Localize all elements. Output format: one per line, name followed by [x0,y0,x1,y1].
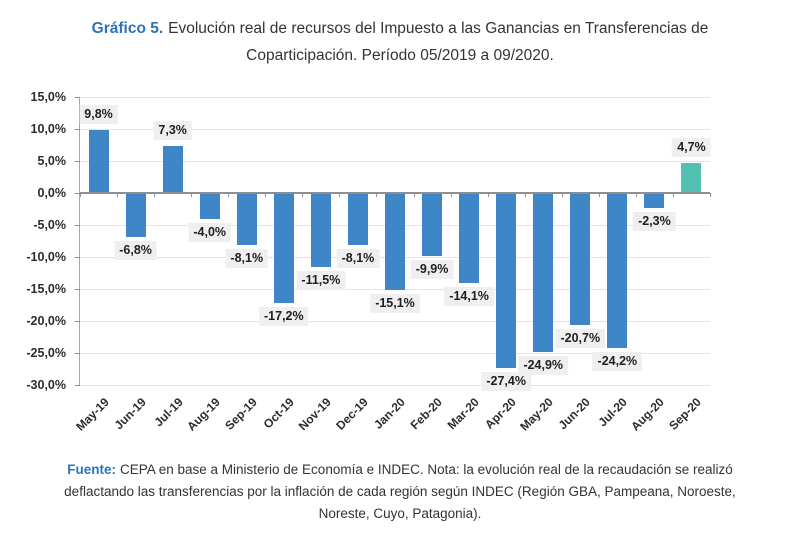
bar-value-label: -15,1% [370,293,420,313]
gridline [80,384,710,386]
bar-value-label: 7,3% [153,121,192,141]
bar-value-label: -11,5% [296,270,346,290]
bar-May-20 [533,193,554,353]
bar-Jul-20 [607,193,628,348]
x-axis-tick [339,193,341,197]
chart-title-line1: Gráfico 5. Evolución real de recursos del… [0,15,800,42]
gridline [80,96,710,98]
gridline [80,160,710,162]
bar-value-label: -8,1% [336,248,380,268]
y-axis-tick-label: -30,0% [26,378,66,392]
bar-value-label: -24,9% [518,356,569,376]
y-axis-tick [75,128,80,130]
source-note: Fuente: CEPA en base a Ministerio de Econ… [0,459,800,525]
y-axis-tick [75,288,80,290]
bar-value-label: -27,4% [481,372,531,392]
y-axis-tick-label: -5,0% [33,218,66,232]
bar-value-label: -14,1% [444,287,494,307]
x-axis-tick [710,193,711,197]
y-axis-tick-label: -25,0% [26,346,66,360]
bar-chart: 9,8% May-19 -6,8% Jun-19 7,3% Jul-19 -4,0% Aug-… [0,80,800,460]
bar-Jul-19 [162,146,183,193]
chart-title-prefix: Gráfico 5. [91,20,164,37]
bar-Nov-19 [310,193,331,267]
chart-title-text: Evolución real de recursos del Impuesto … [168,20,709,37]
bar-value-label: -17,2% [259,307,309,327]
y-axis-tick [75,224,80,226]
x-axis-tick [598,193,600,197]
bar-Sep-19 [236,193,257,245]
chart-title: Gráfico 5. Evolución real de recursos del… [0,15,800,69]
bar-May-19 [88,130,109,193]
x-axis-tick [635,193,637,197]
x-axis-tick [191,193,193,197]
bar-Feb-20 [422,193,443,257]
x-axis-tick [228,193,230,197]
y-axis-tick [75,96,80,98]
bar-Aug-20 [644,193,665,208]
y-axis-tick [75,192,80,194]
bar-Mar-20 [459,193,480,284]
y-axis-tick-label: -10,0% [26,250,66,264]
source-note-text1: CEPA en base a Ministerio de Economía e … [119,462,733,477]
bar-Aug-19 [199,193,220,219]
y-axis-tick [75,320,80,322]
bar-Apr-20 [496,193,517,369]
bar-value-label: -20,7% [555,329,606,349]
y-axis-tick-label: 0,0% [37,186,67,200]
bar-value-label: 9,8% [79,105,118,125]
bar-value-label: 4,7% [672,137,711,157]
x-axis-tick [672,193,674,197]
x-axis-tick [561,193,563,197]
y-axis-tick-label: 5,0% [37,154,67,168]
source-note-line2: deflactando las transferencias por la in… [64,484,736,499]
y-axis-tick-label: -15,0% [26,282,66,296]
x-axis-tick [154,193,156,197]
x-axis-tick [450,193,452,197]
bar-Jan-20 [385,193,405,290]
chart-title-line2: Coparticipación. Período 05/2019 a 09/20… [246,47,554,64]
bar-Jun-19 [125,193,146,237]
x-axis-tick [117,193,119,197]
y-axis-tick [75,384,80,386]
y-axis-line [79,97,80,385]
y-axis-tick [75,352,80,354]
x-axis-tick [413,193,415,197]
bar-Oct-19 [273,193,294,304]
x-axis-tick [302,193,304,197]
bar-value-label: -4,0% [188,222,232,242]
source-note-prefix: Fuente: [67,462,116,477]
y-axis-tick [75,160,80,162]
x-axis-tick [487,193,489,197]
x-axis-tick [265,193,267,197]
bar-Dec-19 [347,193,368,245]
bar-value-label: -24,2% [592,351,643,371]
x-axis-zero-line [80,192,710,194]
y-axis-tick-label: -20,0% [26,314,66,328]
bar-value-label: -9,9% [410,260,454,280]
bar-Jun-20 [570,193,591,326]
bar-value-label: -8,1% [225,248,269,268]
bar-Sep-20 [681,162,702,193]
gridline [80,320,710,322]
y-axis-tick-label: 15,0% [30,90,66,104]
bar-value-label: -2,3% [633,211,676,231]
plot-area: 9,8% May-19 -6,8% Jun-19 7,3% Jul-19 -4,0% Aug-… [73,96,711,434]
gridline [80,128,710,130]
source-note-line3: Noreste, Cuyo, Patagonia). [318,506,482,521]
gridline [80,352,710,354]
x-axis-tick [80,193,81,197]
x-axis-tick [376,193,378,197]
y-axis-tick [75,256,80,258]
bar-value-label: -6,8% [114,240,157,260]
x-axis-tick [524,193,526,197]
source-note-line1: Fuente: CEPA en base a Ministerio de Econ… [0,459,800,481]
y-axis-tick-label: 10,0% [30,122,66,136]
